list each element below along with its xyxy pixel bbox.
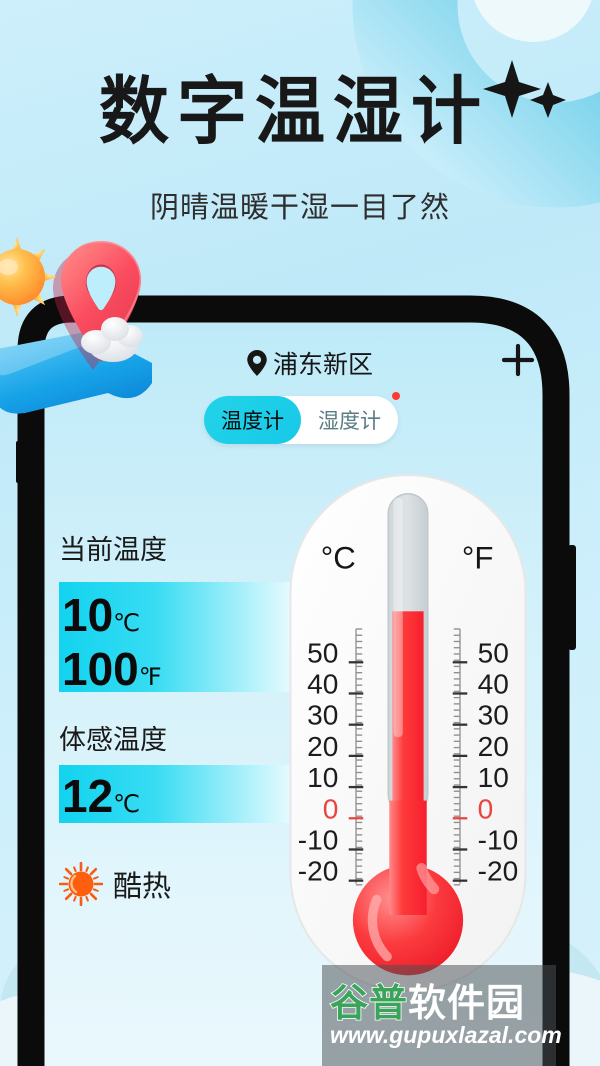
svg-text:°F: °F bbox=[462, 541, 494, 576]
svg-text:-20: -20 bbox=[478, 856, 519, 887]
svg-text:40: 40 bbox=[307, 668, 338, 699]
svg-text:0: 0 bbox=[478, 793, 494, 824]
svg-text:30: 30 bbox=[307, 700, 338, 731]
svg-text:40: 40 bbox=[478, 668, 509, 699]
svg-text:20: 20 bbox=[307, 731, 338, 762]
svg-text:°C: °C bbox=[321, 541, 356, 576]
svg-text:30: 30 bbox=[478, 700, 509, 731]
svg-text:-10: -10 bbox=[478, 824, 519, 855]
svg-text:50: 50 bbox=[478, 637, 509, 668]
svg-text:20: 20 bbox=[478, 731, 509, 762]
svg-text:-10: -10 bbox=[298, 824, 339, 855]
svg-text:10: 10 bbox=[307, 762, 338, 793]
svg-text:10: 10 bbox=[478, 762, 509, 793]
svg-text:0: 0 bbox=[323, 793, 339, 824]
svg-text:50: 50 bbox=[307, 637, 338, 668]
svg-text:-20: -20 bbox=[298, 856, 339, 887]
